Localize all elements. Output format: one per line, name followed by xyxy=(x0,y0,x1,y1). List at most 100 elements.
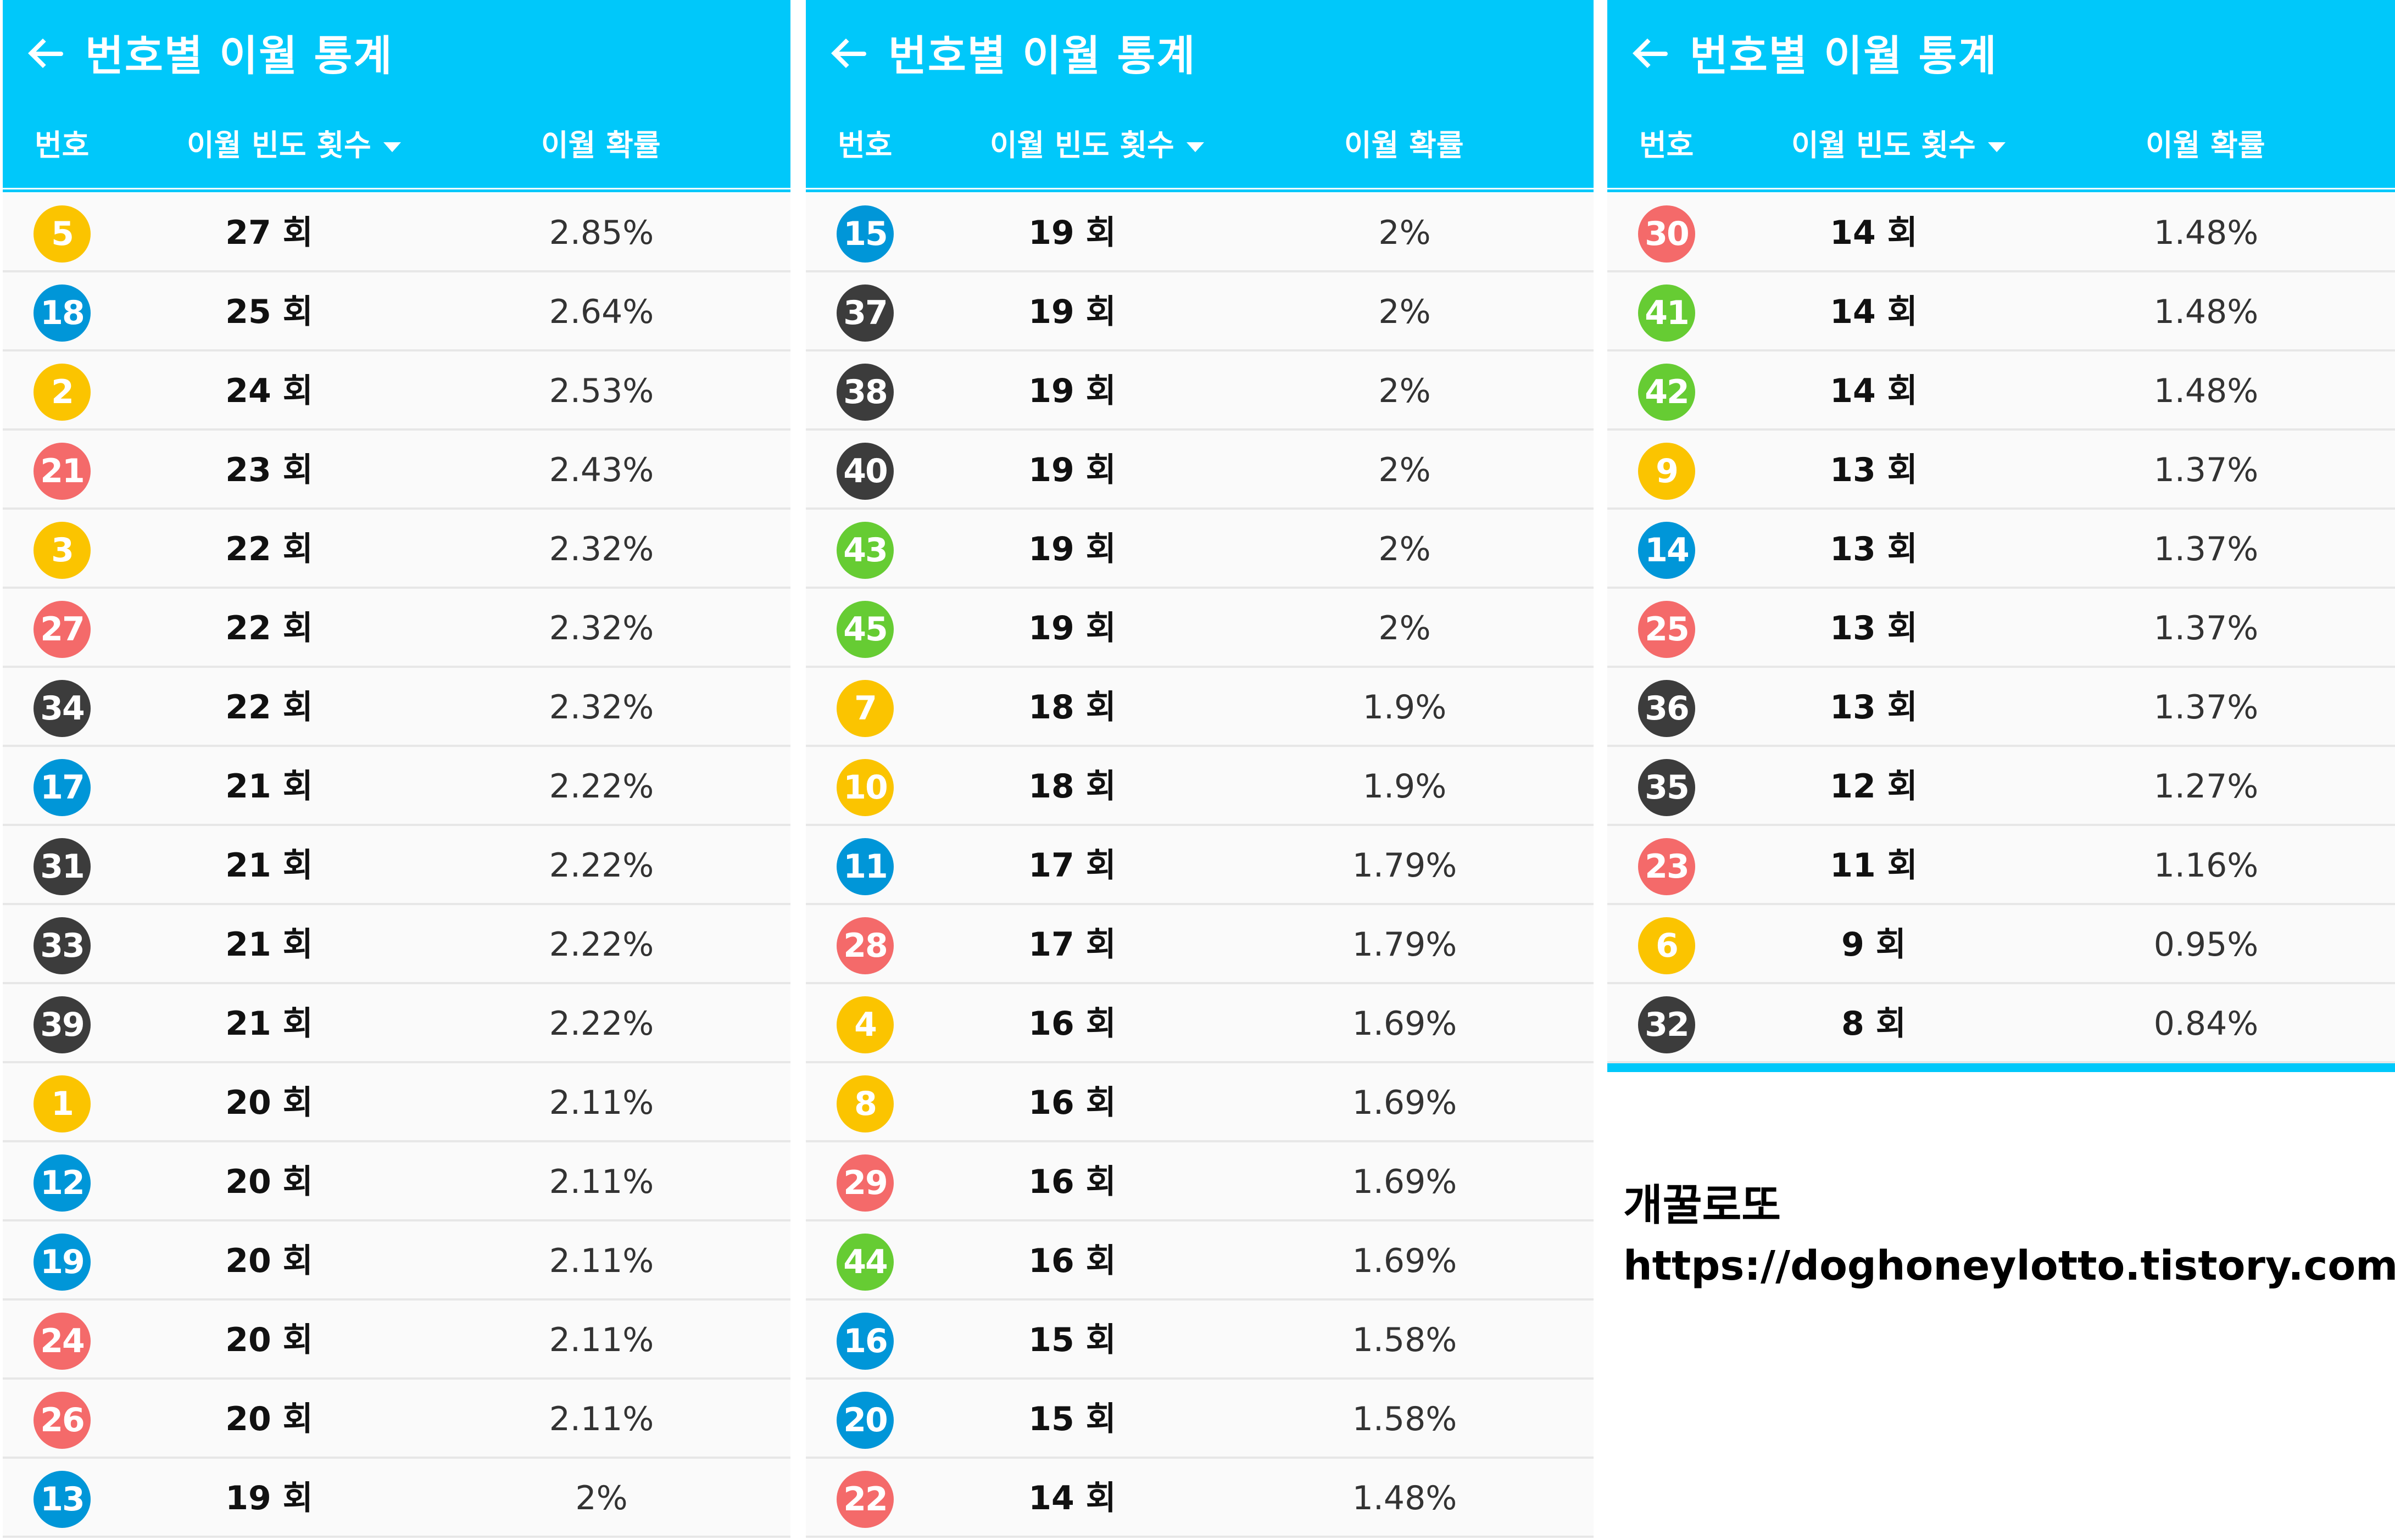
frequency-count: 13 회 xyxy=(1830,688,1918,727)
number-ball: 21 xyxy=(34,443,91,500)
stats-panel-1: 번호별 이월 통계 번호 이월 빈도 횟수 이월 확률 5 27 회 2.85% 18… xyxy=(3,0,790,1538)
frequency-count: 21 회 xyxy=(225,925,313,964)
number-ball: 13 xyxy=(34,1471,91,1528)
number-ball: 24 xyxy=(34,1313,91,1370)
number-ball: 16 xyxy=(837,1313,894,1370)
number-ball: 5 xyxy=(34,205,91,263)
frequency-count: 14 회 xyxy=(1830,372,1918,410)
probability-value: 1.58% xyxy=(1352,1400,1457,1438)
probability-value: 1.37% xyxy=(2153,688,2259,727)
probability-value: 2.22% xyxy=(549,767,654,806)
table-row: 31 21 회 2.22% xyxy=(3,826,790,905)
frequency-count: 12 회 xyxy=(1830,767,1918,806)
column-header-number: 번호 xyxy=(838,128,893,163)
probability-value: 2.22% xyxy=(549,925,654,964)
frequency-count: 20 회 xyxy=(225,1321,313,1359)
number-ball: 20 xyxy=(837,1392,894,1449)
probability-value: 2.43% xyxy=(549,451,654,489)
probability-value: 2.32% xyxy=(549,688,654,727)
caret-down-icon[interactable] xyxy=(1987,142,2006,153)
table-row: 6 9 회 0.95% xyxy=(1607,905,2395,984)
frequency-count: 23 회 xyxy=(225,451,313,489)
number-ball: 1 xyxy=(34,1075,91,1132)
title-bar: 번호별 이월 통계 xyxy=(828,22,1196,82)
frequency-count: 20 회 xyxy=(225,1400,313,1438)
number-ball: 15 xyxy=(837,205,894,263)
panel-header: 번호별 이월 통계 번호 이월 빈도 횟수 이월 확률 xyxy=(1607,0,2395,193)
column-header-frequency[interactable]: 이월 빈도 횟수 xyxy=(990,121,1204,164)
frequency-count: 15 회 xyxy=(1028,1321,1116,1359)
probability-value: 2% xyxy=(1378,451,1431,489)
frequency-count: 13 회 xyxy=(1830,609,1918,648)
number-ball: 26 xyxy=(34,1392,91,1449)
probability-value: 2% xyxy=(1378,530,1431,568)
number-ball: 35 xyxy=(1638,759,1695,816)
watermark-url[interactable]: https://doghoneylotto.tistory.com xyxy=(1623,1242,2395,1290)
table-row: 12 20 회 2.11% xyxy=(3,1142,790,1221)
probability-value: 1.37% xyxy=(2153,451,2259,489)
frequency-count: 25 회 xyxy=(225,293,313,331)
table-row: 3 22 회 2.32% xyxy=(3,510,790,589)
table-row: 40 19 회 2% xyxy=(806,431,1594,510)
number-ball: 31 xyxy=(34,838,91,895)
frequency-count: 19 회 xyxy=(1028,451,1116,489)
header-divider xyxy=(806,188,1594,193)
frequency-count: 19 회 xyxy=(1028,214,1116,252)
arrow-left-icon[interactable] xyxy=(25,22,80,82)
number-ball: 23 xyxy=(1638,838,1695,895)
table-row: 36 13 회 1.37% xyxy=(1607,668,2395,747)
frequency-count: 20 회 xyxy=(225,1163,313,1201)
column-header-number: 번호 xyxy=(35,128,90,163)
probability-value: 2% xyxy=(575,1479,628,1517)
probability-value: 2.32% xyxy=(549,530,654,568)
frequency-count: 14 회 xyxy=(1028,1479,1116,1517)
probability-value: 2.11% xyxy=(549,1321,654,1359)
watermark-name: 개꿀로또 xyxy=(1623,1181,1781,1230)
frequency-count: 8 회 xyxy=(1841,1005,1906,1043)
table-row: 20 15 회 1.58% xyxy=(806,1380,1594,1459)
caret-down-icon[interactable] xyxy=(383,142,401,153)
arrow-left-icon[interactable] xyxy=(1629,22,1684,82)
column-headers: 번호 이월 빈도 횟수 이월 확률 xyxy=(3,110,790,170)
number-ball: 3 xyxy=(34,522,91,579)
table-row: 26 20 회 2.11% xyxy=(3,1380,790,1459)
frequency-count: 16 회 xyxy=(1028,1242,1116,1280)
probability-value: 2% xyxy=(1378,609,1431,648)
frequency-count: 27 회 xyxy=(225,214,313,252)
page-title: 번호별 이월 통계 xyxy=(85,31,393,80)
number-ball: 12 xyxy=(34,1154,91,1212)
frequency-count: 17 회 xyxy=(1028,925,1116,964)
frequency-count: 18 회 xyxy=(1028,767,1116,806)
arrow-left-icon[interactable] xyxy=(828,22,883,82)
probability-value: 2.11% xyxy=(549,1084,654,1122)
frequency-count: 16 회 xyxy=(1028,1084,1116,1122)
column-header-number: 번호 xyxy=(1639,128,1694,163)
column-header-frequency[interactable]: 이월 빈도 횟수 xyxy=(187,121,401,164)
column-header-frequency[interactable]: 이월 빈도 횟수 xyxy=(1791,121,2006,164)
probability-value: 2.22% xyxy=(549,846,654,885)
header-divider xyxy=(3,188,790,193)
probability-value: 1.69% xyxy=(1352,1005,1457,1043)
number-ball: 34 xyxy=(34,680,91,737)
page-title: 번호별 이월 통계 xyxy=(1690,31,1998,80)
frequency-count: 19 회 xyxy=(1028,530,1116,568)
number-ball: 30 xyxy=(1638,205,1695,263)
frequency-count: 21 회 xyxy=(225,846,313,885)
probability-value: 2.11% xyxy=(549,1242,654,1280)
stats-list: 30 14 회 1.48% 41 14 회 1.48% 42 14 회 1.48% 9 13 회 1.… xyxy=(1607,193,2395,1063)
table-row: 33 21 회 2.22% xyxy=(3,905,790,984)
probability-value: 2.11% xyxy=(549,1163,654,1201)
probability-value: 2.11% xyxy=(549,1400,654,1438)
probability-value: 1.69% xyxy=(1352,1242,1457,1280)
frequency-count: 13 회 xyxy=(1830,451,1918,489)
table-row: 39 21 회 2.22% xyxy=(3,984,790,1063)
number-ball: 37 xyxy=(837,284,894,342)
probability-value: 2% xyxy=(1378,372,1431,410)
column-header-probability: 이월 확률 xyxy=(541,128,661,163)
panel-bottom-bar xyxy=(1607,1063,2395,1072)
frequency-count: 21 회 xyxy=(225,767,313,806)
table-row: 24 20 회 2.11% xyxy=(3,1301,790,1380)
table-row: 28 17 회 1.79% xyxy=(806,905,1594,984)
number-ball: 44 xyxy=(837,1234,894,1291)
caret-down-icon[interactable] xyxy=(1186,142,1204,153)
